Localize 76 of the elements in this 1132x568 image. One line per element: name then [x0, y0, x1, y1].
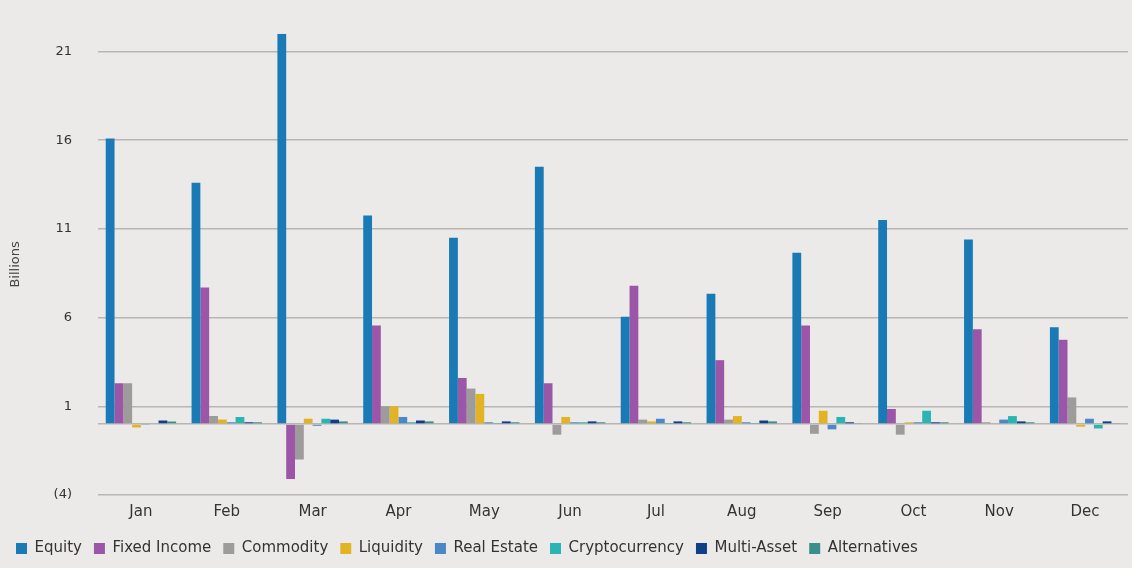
bar: [1008, 416, 1017, 424]
bar: [286, 424, 295, 480]
bar: [457, 377, 467, 424]
legend-label: Liquidity: [358, 538, 424, 557]
bar: [363, 215, 373, 424]
x-tick-label: Apr: [385, 501, 413, 520]
x-tick-label: Feb: [213, 501, 241, 520]
legend-label: Alternatives: [827, 538, 919, 557]
bar: [321, 418, 331, 424]
bar: [1067, 397, 1077, 424]
x-tick-label: Jul: [645, 501, 665, 520]
bar: [209, 416, 218, 424]
bar: [416, 420, 425, 424]
x-tick-label: Mar: [298, 501, 328, 520]
legend-label: Cryptocurrency: [568, 538, 685, 557]
y-axis-title: Billions: [7, 241, 23, 288]
bar: [277, 33, 287, 424]
x-tick-label: May: [468, 501, 500, 520]
y-tick-label: 6: [63, 308, 73, 324]
bar: [887, 408, 896, 424]
bar: [836, 416, 846, 424]
bar: [543, 383, 553, 424]
bar: [1049, 327, 1059, 424]
y-tick-label: 21: [55, 42, 73, 58]
bar: [534, 166, 544, 424]
bar: [372, 325, 381, 424]
bar: [561, 416, 571, 424]
x-tick-label: Dec: [1070, 501, 1100, 520]
bar: [655, 418, 665, 424]
y-tick-label: 11: [55, 220, 73, 236]
bar: [303, 418, 313, 424]
y-tick-label: (4): [53, 486, 73, 502]
bar: [759, 420, 769, 424]
legend-label: Fixed Income: [112, 538, 212, 557]
bar: [449, 237, 458, 424]
bar: [878, 220, 888, 424]
bar: [114, 383, 124, 424]
bar: [1058, 339, 1068, 424]
bar: [295, 424, 304, 460]
x-tick-label: Nov: [984, 501, 1015, 520]
bar: [105, 138, 115, 424]
y-tick-label: 1: [63, 397, 73, 413]
x-tick-label: Oct: [900, 501, 927, 520]
y-tick-label: 16: [55, 131, 73, 147]
bar: [706, 293, 716, 424]
legend-label: Multi-Asset: [714, 538, 798, 557]
bar: [715, 360, 725, 424]
bar: [123, 383, 133, 424]
bar: [792, 252, 802, 424]
bar: [1085, 418, 1094, 424]
bar: [895, 424, 905, 435]
bar: [389, 406, 399, 424]
bar: [191, 182, 201, 424]
x-tick-label: Jan: [128, 501, 153, 520]
bar: [964, 239, 973, 424]
bar: [132, 424, 141, 428]
bar: [732, 416, 742, 424]
legend-label: Commodity: [241, 538, 329, 557]
x-tick-label: Sep: [813, 501, 842, 520]
bar: [801, 325, 810, 424]
legend-label: Equity: [34, 538, 83, 557]
bar: [629, 285, 639, 424]
bar: [809, 424, 819, 434]
legend-label: Real Estate: [453, 538, 539, 557]
bar: [972, 329, 982, 424]
x-tick-label: Jun: [557, 501, 582, 520]
bar: [818, 410, 828, 424]
bar: [475, 393, 485, 424]
bar: [158, 420, 168, 424]
x-tick-label: Aug: [727, 501, 757, 520]
bar: [398, 416, 408, 424]
bar: [620, 316, 630, 424]
bar: [552, 424, 562, 435]
bar: [380, 406, 390, 424]
bar: [922, 410, 932, 424]
bar: [200, 287, 210, 424]
